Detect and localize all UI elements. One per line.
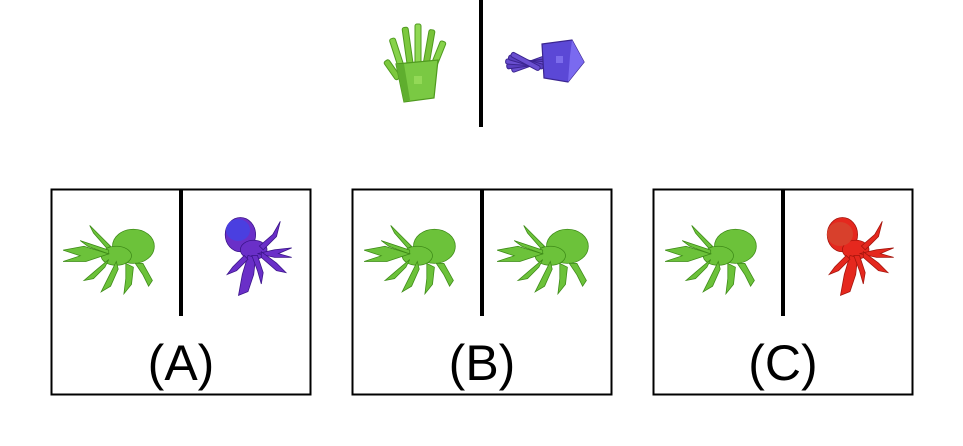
question-left-fries-icon [382,23,447,103]
option-a-right-crab-icon [224,217,293,296]
option-b-box[interactable] [351,188,613,396]
option-a-label: (A) [147,335,215,391]
option-a-left-crab-icon [62,224,155,295]
option-c-left-crab-icon [664,224,757,295]
option-b-right-crab-icon [496,224,589,295]
option-c-right-crab-icon [826,217,895,296]
option-a-box[interactable] [50,188,312,396]
option-c-box[interactable] [652,188,914,396]
option-c-label: (C) [748,335,818,391]
question-right-fries-icon [504,39,585,83]
option-b-left-crab-icon [363,224,456,295]
option-b-label: (B) [448,335,516,391]
